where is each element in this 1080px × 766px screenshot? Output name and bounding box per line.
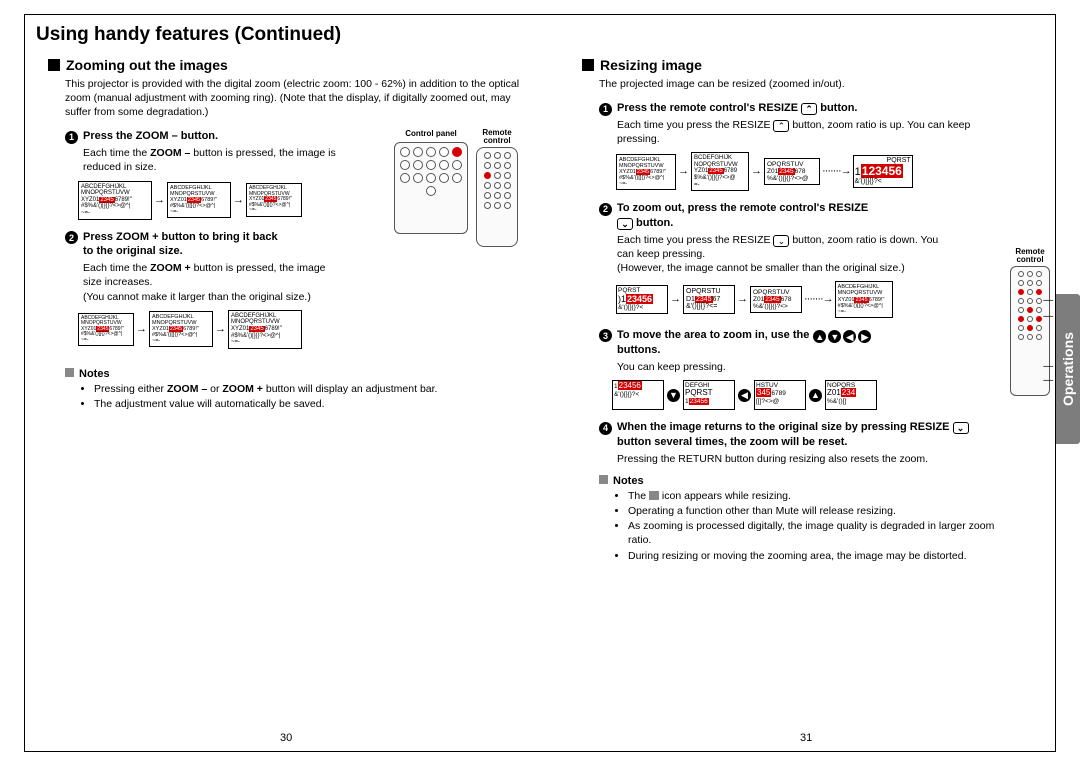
down-icon: ▼ bbox=[828, 330, 841, 343]
thumb-zoomed: PQRST )123456 &'()[]{}?< bbox=[616, 285, 668, 313]
left-icon: ◀ bbox=[738, 389, 751, 402]
pan-thumb: NOPQRS Z01234 %&'()[] bbox=[825, 380, 877, 410]
page-number-right: 31 bbox=[800, 732, 812, 744]
zoom-in-thumbnails: ABCDEFGHIJKL MNOPQRSTUVW XYZ0123456789!"… bbox=[78, 310, 338, 349]
step-number: 2 bbox=[65, 231, 78, 244]
up-icon: ▲ bbox=[809, 389, 822, 402]
resize-down-icon: ⌄ bbox=[617, 218, 633, 230]
remote-icon bbox=[476, 147, 518, 247]
resize-up-thumbnails: ABCDEFGHIJKLMNOPQRSTUVW XYZ0123456789!" … bbox=[616, 152, 1012, 191]
step-r2: 2 To zoom out, press the remote control'… bbox=[599, 201, 1012, 275]
remote-label: Remotecontrol bbox=[476, 129, 518, 145]
step-1-body: Each time the ZOOM – button is pressed, … bbox=[83, 146, 338, 174]
control-panel-group: Control panel bbox=[394, 129, 468, 247]
zoom-out-thumbnails: ABCDEFGHIJKL MNOPQRSTUVW XYZ0123456789!"… bbox=[78, 181, 338, 220]
arrow-icon: → bbox=[233, 193, 244, 208]
step-r1: 1 Press the remote control's RESIZE ⌃ bu… bbox=[599, 101, 1012, 146]
pan-thumbnails: 123456 &'()[]{}?< ▼ DEFGHI PQRST 123456 … bbox=[612, 380, 1012, 410]
step-r3-title: To move the area to zoom in, use the ▲▼◀… bbox=[617, 328, 872, 358]
remote-label-right: Remotecontrol bbox=[1010, 248, 1050, 264]
thumb: ABCDEFGHIJKLMNOPQRSTUVW XYZ0123456789!" … bbox=[835, 281, 893, 317]
arrow-icon: → bbox=[678, 164, 689, 179]
step-r1-body: Each time you press the RESIZE ⌃ button,… bbox=[617, 118, 1012, 146]
resize-intro: The projected image can be resized (zoom… bbox=[599, 77, 1012, 91]
thumb-small: ABCDEFGHIJKL MNOPQRSTUVW XYZ0123456789!"… bbox=[78, 313, 134, 347]
thumb: OPQRSTUV Z012345678 %&'()[]{}?<>@ bbox=[764, 158, 820, 185]
step-r4-body: Pressing the RETURN button during resizi… bbox=[617, 452, 1012, 466]
arrow-icon: → bbox=[215, 322, 226, 337]
step-number: 3 bbox=[599, 329, 612, 342]
thumb-medium: ABCDEFGHIJKL MNOPQRSTUVW XYZ0123456789!"… bbox=[167, 182, 231, 218]
arrow-icon: → bbox=[136, 322, 147, 337]
note-item: As zooming is processed digitally, the i… bbox=[628, 519, 1012, 547]
right-column: Resizing image The projected image can b… bbox=[582, 56, 1012, 564]
thumb-medium: ABCDEFGHIJKL MNOPQRSTUVW XYZ0123456789!"… bbox=[149, 311, 213, 347]
note-item: The icon appears while resizing. bbox=[628, 489, 1012, 503]
arrow-icon: → bbox=[154, 193, 165, 208]
pan-thumb: HSTUV 3456789 [[]?<>@ bbox=[754, 380, 806, 410]
resize-down-thumbnails: PQRST )123456 &'()[]{}?< → OPQRSTU D1234… bbox=[616, 281, 1012, 317]
side-tab-operations: Operations bbox=[1056, 294, 1080, 444]
step-number: 2 bbox=[599, 203, 612, 216]
thumb-large: ABCDEFGHIJKL MNOPQRSTUVW XYZ0123456789!"… bbox=[228, 310, 302, 349]
thumb-small: ABCDEFGHIJKL MNOPQRSTUVW XYZ0123456789!"… bbox=[246, 183, 302, 217]
notes-heading-right: Notes bbox=[599, 474, 1012, 489]
thumb-zoomed: PQRST 1123456 &'()[]{}?< bbox=[853, 155, 913, 188]
thumb: BCDEFGHIJKNOPQRSTUVW YZ0123456789 $%&'()… bbox=[691, 152, 749, 191]
remote-control-group: Remotecontrol bbox=[476, 129, 518, 247]
down-icon: ▼ bbox=[667, 389, 680, 402]
step-2-body: Each time the ZOOM + button is pressed, … bbox=[83, 261, 338, 304]
step-r2-body: Each time you press the RESIZE ⌄ button,… bbox=[617, 233, 957, 276]
thumb: OPQRSTUV Z012345678 %&'()[]{}?<> bbox=[750, 286, 802, 313]
step-1: 1 Press the ZOOM – button. Each time the… bbox=[65, 129, 338, 174]
left-column: Zooming out the images This projector is… bbox=[48, 56, 528, 412]
step-1-title: Press the ZOOM – button. bbox=[83, 129, 218, 144]
arrow-icon: → bbox=[751, 164, 762, 179]
zoom-out-intro: This projector is provided with the digi… bbox=[65, 77, 528, 120]
note-item: Pressing either ZOOM – or ZOOM + button … bbox=[94, 382, 528, 396]
step-2: 2 Press ZOOM + button to bring it back t… bbox=[65, 230, 338, 304]
step-r3-body: You can keep pressing. bbox=[617, 360, 1012, 374]
up-icon: ▲ bbox=[813, 330, 826, 343]
resize-down-icon: ⌄ bbox=[953, 422, 969, 434]
step-r1-title: Press the remote control's RESIZE ⌃ butt… bbox=[617, 101, 858, 116]
step-number: 1 bbox=[599, 103, 612, 116]
remote-callout-group: Remotecontrol — ① — ② — ④ — ③ bbox=[1010, 248, 1050, 396]
thumb-large: ABCDEFGHIJKL MNOPQRSTUVW XYZ0123456789!"… bbox=[78, 181, 152, 220]
arrow-dotted-icon: ·······→ bbox=[822, 164, 851, 179]
note-item: The adjustment value will automatically … bbox=[94, 397, 528, 411]
remote-icon-right: — ① — ② — ④ — ③ bbox=[1010, 266, 1050, 396]
thumb: OPQRSTU D1234567 &'()[]{}?<= bbox=[683, 285, 735, 314]
resize-up-icon: ⌃ bbox=[773, 120, 789, 132]
resize-indicator-icon bbox=[649, 491, 659, 500]
right-icon: ▶ bbox=[858, 330, 871, 343]
control-panel-label: Control panel bbox=[394, 129, 468, 140]
pan-thumb: DEFGHI PQRST 123456 bbox=[683, 380, 735, 410]
step-r2-title: To zoom out, press the remote control's … bbox=[617, 201, 868, 231]
left-icon: ◀ bbox=[843, 330, 856, 343]
step-2-title: Press ZOOM + button to bring it back to … bbox=[83, 230, 278, 260]
notes-list: Pressing either ZOOM – or ZOOM + button … bbox=[84, 382, 528, 411]
note-item: Operating a function other than Mute wil… bbox=[628, 504, 1012, 518]
arrow-dotted-icon: ·······→ bbox=[804, 292, 833, 307]
step-number: 4 bbox=[599, 422, 612, 435]
notes-list-right: The icon appears while resizing. Operati… bbox=[618, 489, 1012, 563]
notes-heading: Notes bbox=[65, 367, 528, 382]
arrow-icon: → bbox=[737, 292, 748, 307]
resize-down-icon: ⌄ bbox=[773, 235, 789, 247]
arrow-icon: → bbox=[670, 292, 681, 307]
section-heading-resize: Resizing image bbox=[582, 56, 1012, 75]
page-number-left: 30 bbox=[280, 732, 292, 744]
section-heading-zoom-out: Zooming out the images bbox=[48, 56, 528, 75]
page-title: Using handy features (Continued) bbox=[36, 24, 341, 46]
control-panel-icon bbox=[394, 142, 468, 234]
step-r4: 4 When the image returns to the original… bbox=[599, 420, 1012, 466]
step-r4-title: When the image returns to the original s… bbox=[617, 420, 969, 450]
pan-thumb: 123456 &'()[]{}?< bbox=[612, 380, 664, 410]
step-number: 1 bbox=[65, 131, 78, 144]
thumb: ABCDEFGHIJKLMNOPQRSTUVW XYZ0123456789!" … bbox=[616, 154, 676, 190]
resize-up-icon: ⌃ bbox=[801, 103, 817, 115]
note-item: During resizing or moving the zooming ar… bbox=[628, 549, 1012, 563]
step-r3: 3 To move the area to zoom in, use the ▲… bbox=[599, 328, 1012, 375]
